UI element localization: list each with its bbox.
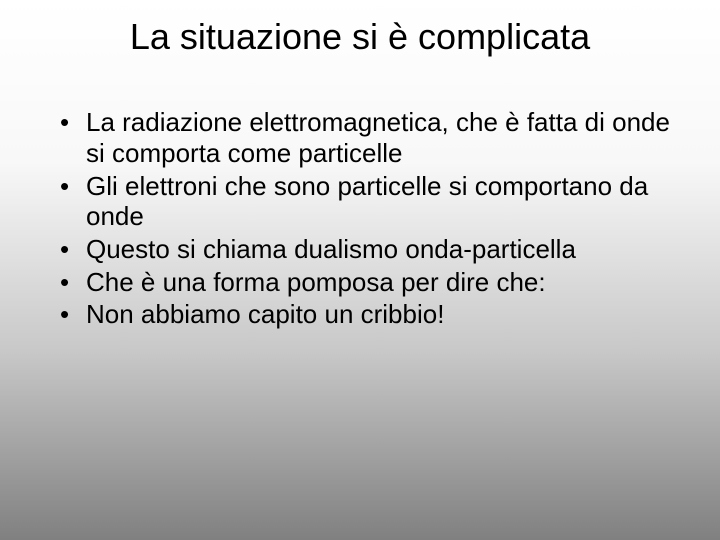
list-item: Questo si chiama dualismo onda-particell… — [60, 234, 672, 265]
bullet-list: La radiazione elettromagnetica, che è fa… — [48, 107, 672, 330]
list-item: Non abbiamo capito un cribbio! — [60, 299, 672, 330]
list-item: La radiazione elettromagnetica, che è fa… — [60, 107, 672, 168]
slide-title: La situazione si è complicata — [48, 16, 672, 107]
list-item: Gli elettroni che sono particelle si com… — [60, 171, 672, 232]
slide: La situazione si è complicata La radiazi… — [0, 0, 720, 540]
list-item: Che è una forma pomposa per dire che: — [60, 267, 672, 298]
